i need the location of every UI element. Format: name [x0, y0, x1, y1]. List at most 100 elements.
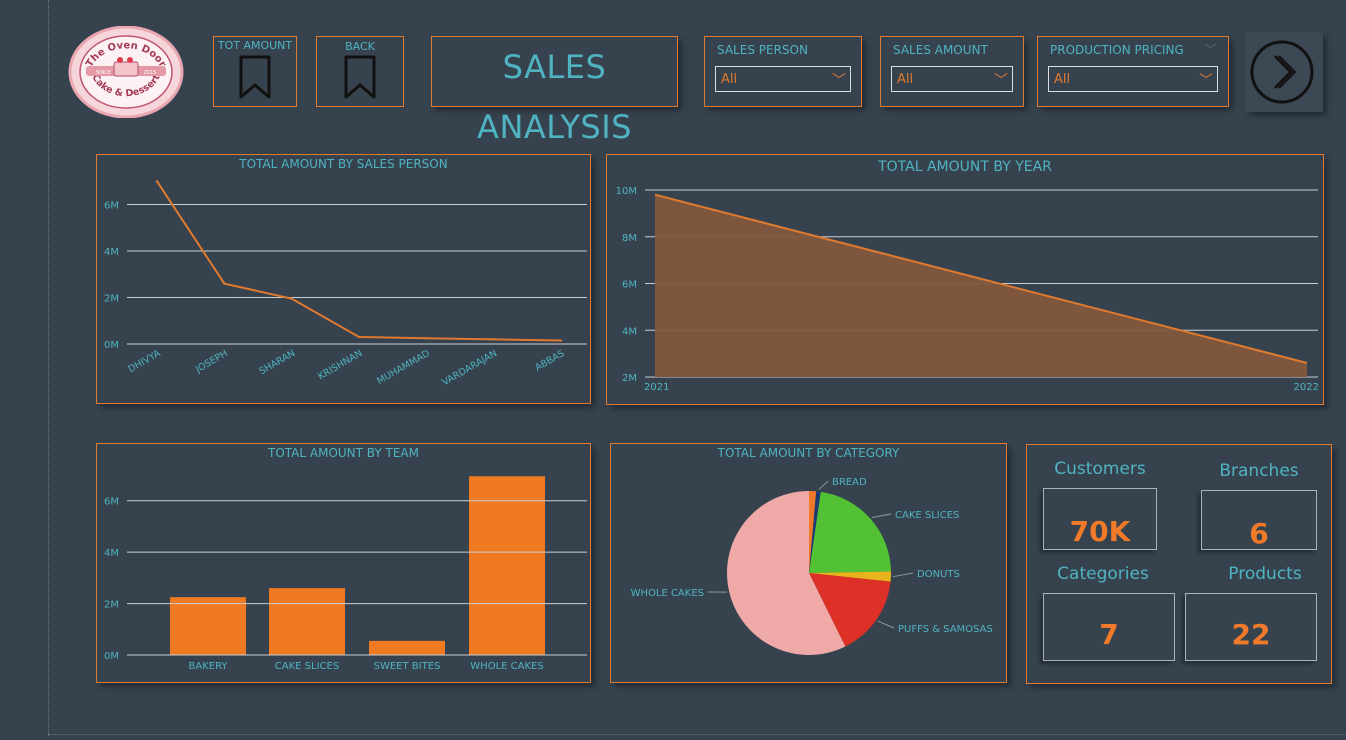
slicer-label: SALES AMOUNT [893, 43, 988, 57]
brand-logo: The Oven Door Cake & Dessert SINCE 2015 [68, 25, 184, 119]
chart-title: TOTAL AMOUNT BY SALES PERSON [239, 157, 448, 171]
kpi-value-products: 22 [1231, 618, 1271, 651]
chevron-down-icon: ﹀ [994, 73, 1008, 89]
team-bar-chart: 0M 2M 4M 6M BAKERY CAKE SLICES SWEET BITES WHOL… [104, 476, 587, 672]
category-chart-panel: TOTAL AMOUNT BY CATEGORY BREAD CAKE SLICE… [610, 443, 1007, 683]
sales-person-slicer[interactable]: SALES PERSON All ﹀ [704, 36, 862, 107]
tot-amount-button[interactable]: TOT AMOUNT [213, 36, 297, 107]
sales-amount-dropdown[interactable]: All ﹀ [891, 66, 1013, 92]
pie-slice [809, 491, 821, 573]
slicer-value: All [897, 72, 914, 87]
x-tick-label: 2022 [1294, 382, 1319, 393]
slicer-label: PRODUCTION PRICING [1050, 43, 1184, 57]
sales-person-dropdown[interactable]: All ﹀ [715, 66, 851, 92]
x-tick-label: CAKE SLICES [275, 661, 339, 672]
logo-since: SINCE [96, 70, 111, 76]
data-point [559, 339, 563, 342]
kpi-label-customers: Customers [1054, 459, 1146, 479]
team-chart-panel: TOTAL AMOUNT BY TEAM 0M 2M 4M 6M BAKERY CAKE … [96, 443, 591, 683]
slicer-value: All [721, 72, 738, 87]
canvas-border-bottom [48, 734, 1346, 735]
y-tick-label: 4M [104, 548, 119, 559]
series-line [654, 193, 1308, 364]
kpi-label-products: Products [1228, 564, 1302, 584]
slice-label: WHOLE CAKES [631, 588, 704, 599]
data-point [425, 336, 428, 340]
bookmark-icon [239, 55, 271, 99]
kpi-card-customers: 70K [1043, 488, 1157, 550]
y-tick-label: 6M [104, 497, 119, 508]
slice-label: DONUTS [917, 569, 960, 580]
y-tick-label: 2M [622, 373, 637, 384]
area-fill [655, 194, 1307, 377]
slice-label: CAKE SLICES [895, 510, 959, 521]
category-pie-chart: BREAD CAKE SLICES DONUTS PUFFS & SAMOSAS WHO… [631, 477, 993, 655]
y-tick-label: 0M [104, 651, 119, 662]
data-point [223, 282, 226, 285]
pie-slice [809, 573, 891, 647]
x-tick-label: ABBAS [533, 348, 566, 374]
y-tick-label: 6M [622, 280, 637, 291]
production-pricing-dropdown[interactable]: All ﹀ [1048, 66, 1218, 92]
kpi-label-branches: Branches [1219, 461, 1299, 481]
chart-title: TOTAL AMOUNT BY YEAR [878, 159, 1052, 175]
sales-person-line-chart: 0M 2M 4M 6M DHIVYA JOSEPH SHARAN KRISHNAN MUHAMM… [104, 180, 587, 388]
bar [170, 597, 246, 655]
x-tick-label: MUHAMMAD [375, 348, 432, 387]
chevron-down-icon: ﹀ [1199, 73, 1213, 89]
x-tick-label: DHIVYA [126, 348, 163, 375]
pie-slice [809, 491, 891, 573]
data-point [357, 335, 361, 339]
leader-line [892, 572, 914, 578]
bookmark-icon [344, 55, 376, 99]
year-chart-panel: TOTAL AMOUNT BY YEAR 2M 4M 6M 8M 10M 2021 2022 [606, 154, 1324, 405]
bar [469, 476, 545, 655]
sales-person-chart-panel: TOTAL AMOUNT BY SALES PERSON 0M 2M 4M 6M DHI… [96, 154, 591, 404]
pie-slice [809, 571, 891, 582]
y-tick-label: 0M [104, 340, 119, 351]
kpi-panel: Customers 70K Branches 6 Categories 7 Pr… [1026, 444, 1332, 684]
logo-year: 2015 [144, 70, 157, 76]
y-tick-label: 2M [104, 294, 119, 305]
y-tick-label: 10M [616, 186, 637, 197]
y-tick-label: 6M [104, 201, 119, 212]
slice-label: BREAD [832, 477, 867, 488]
production-pricing-slicer[interactable]: PRODUCTION PRICING ﹀ All ﹀ [1037, 36, 1229, 107]
data-point [155, 180, 159, 183]
next-page-button[interactable] [1245, 32, 1323, 112]
bar [269, 588, 345, 655]
pie-slice [726, 491, 846, 655]
y-tick-label: 2M [104, 600, 119, 611]
data-point [492, 338, 495, 341]
leader-line [818, 480, 829, 490]
chevron-down-icon: ﹀ [1205, 43, 1216, 56]
chevron-right-circle-icon [1250, 40, 1314, 104]
kpi-card-products: 22 [1185, 593, 1317, 661]
chevron-down-icon: ﹀ [832, 73, 846, 89]
x-tick-label: 2021 [644, 382, 669, 393]
sales-amount-slicer[interactable]: SALES AMOUNT All ﹀ [880, 36, 1024, 107]
slicer-value: All [1054, 72, 1071, 87]
series-line [156, 180, 562, 342]
x-tick-label: SHARAN [257, 348, 297, 377]
leader-line [871, 513, 892, 518]
kpi-value-branches: 6 [1249, 517, 1269, 550]
canvas-border-left [48, 0, 49, 736]
y-tick-label: 8M [622, 233, 637, 244]
year-area-chart: 2M 4M 6M 8M 10M 2021 2022 [616, 186, 1319, 393]
pie-slice [809, 491, 817, 573]
leader-line [877, 620, 895, 629]
x-tick-label: JOSEPH [193, 348, 230, 376]
x-tick-label: SWEET BITES [374, 661, 441, 672]
x-tick-label: VARDARAJAN [440, 348, 499, 388]
x-tick-label: BAKERY [189, 661, 229, 672]
chart-title: TOTAL AMOUNT BY CATEGORY [717, 446, 900, 460]
y-tick-label: 4M [622, 326, 637, 337]
kpi-value-customers: 70K [1069, 515, 1131, 548]
back-button[interactable]: BACK [316, 36, 404, 107]
bar [369, 640, 445, 655]
x-tick-label: WHOLE CAKES [470, 661, 543, 672]
y-tick-label: 4M [104, 247, 119, 258]
slice-label: PUFFS & SAMOSAS [898, 624, 993, 635]
tot-amount-label: TOT AMOUNT [217, 39, 293, 52]
